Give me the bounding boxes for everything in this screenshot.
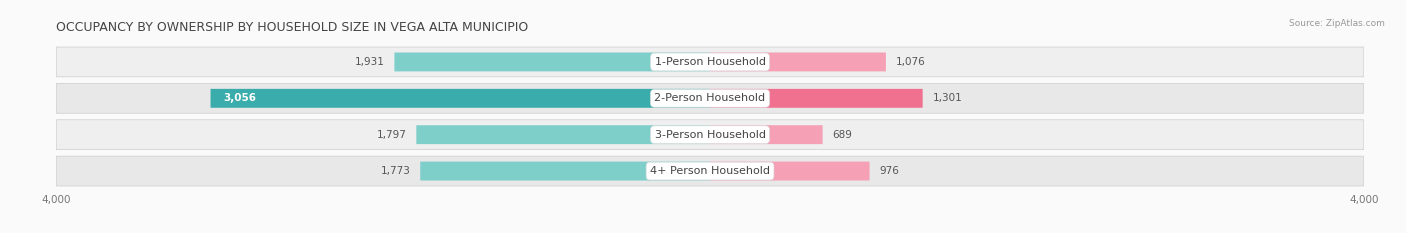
Text: 689: 689 [832,130,852,140]
Text: 3,056: 3,056 [224,93,257,103]
FancyBboxPatch shape [420,162,710,181]
FancyBboxPatch shape [710,162,869,181]
Text: Source: ZipAtlas.com: Source: ZipAtlas.com [1289,19,1385,28]
Text: 1,773: 1,773 [381,166,411,176]
Text: 1,301: 1,301 [932,93,962,103]
FancyBboxPatch shape [710,89,922,108]
FancyBboxPatch shape [56,120,1364,150]
FancyBboxPatch shape [56,156,1364,186]
Text: 2-Person Household: 2-Person Household [654,93,766,103]
FancyBboxPatch shape [395,52,710,71]
Text: 4+ Person Household: 4+ Person Household [650,166,770,176]
FancyBboxPatch shape [56,47,1364,77]
FancyBboxPatch shape [710,52,886,71]
Text: 1,931: 1,931 [354,57,385,67]
Text: 3-Person Household: 3-Person Household [655,130,765,140]
FancyBboxPatch shape [211,89,710,108]
Text: 1,797: 1,797 [377,130,406,140]
FancyBboxPatch shape [56,83,1364,113]
FancyBboxPatch shape [416,125,710,144]
Text: 1,076: 1,076 [896,57,925,67]
Text: 976: 976 [879,166,900,176]
FancyBboxPatch shape [710,125,823,144]
Text: 1-Person Household: 1-Person Household [655,57,765,67]
Text: OCCUPANCY BY OWNERSHIP BY HOUSEHOLD SIZE IN VEGA ALTA MUNICIPIO: OCCUPANCY BY OWNERSHIP BY HOUSEHOLD SIZE… [56,21,529,34]
